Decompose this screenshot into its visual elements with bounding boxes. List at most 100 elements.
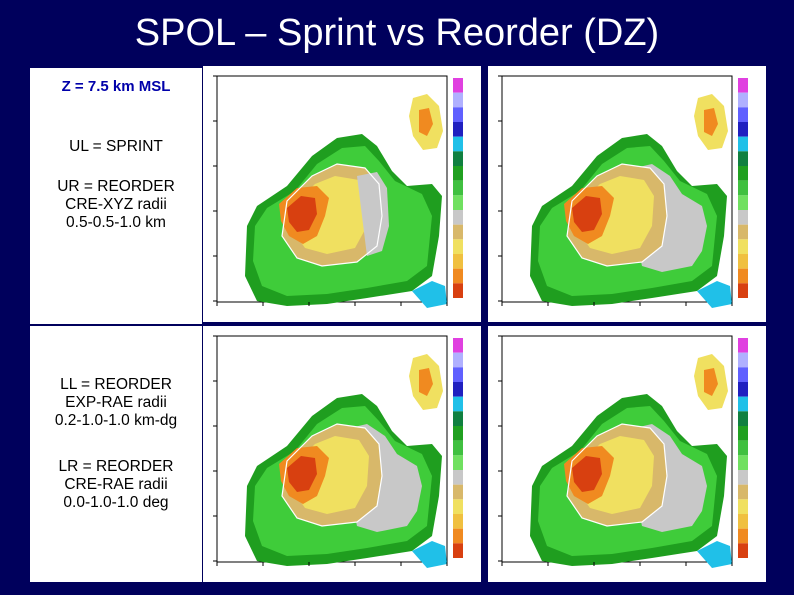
echo-cyan-fringe [697, 541, 732, 568]
echo-grey [357, 172, 389, 256]
colorbar-swatch [453, 367, 463, 382]
radar-plot-ll [203, 326, 481, 582]
colorbar-swatch [738, 92, 748, 108]
colorbar-swatch [738, 107, 748, 122]
colorbar-swatch [453, 78, 463, 93]
colorbar-swatch [453, 122, 463, 137]
colorbar-swatch [453, 499, 463, 514]
colorbar-swatch [453, 352, 463, 368]
colorbar-swatch [453, 543, 463, 558]
ul-note: UL = SPRINT [69, 138, 163, 155]
echo-ne-core [419, 368, 433, 396]
colorbar-swatch [738, 514, 748, 529]
colorbar-swatch [453, 180, 463, 196]
colorbar-swatch [453, 411, 463, 426]
colorbar-swatch [453, 166, 463, 181]
colorbar-swatch [738, 338, 748, 353]
lr-note-line1: LR = REORDER [58, 458, 174, 475]
colorbar-swatch [738, 78, 748, 93]
colorbar-swatch [738, 166, 748, 181]
radar-panel-ul [203, 66, 481, 322]
ll-note-line3: 0.2-1.0-1.0 km-dg [54, 412, 178, 429]
colorbar-swatch [453, 92, 463, 108]
radar-panel-ll [203, 326, 481, 582]
echo-layers [530, 94, 732, 308]
contour-outline [566, 163, 668, 267]
notes-panel-bottom: LL = REORDER EXP-RAE radii 0.2-1.0-1.0 k… [30, 326, 202, 582]
colorbar-swatch [738, 543, 748, 558]
echo-cyan-fringe [412, 281, 447, 308]
colorbar-swatch [453, 338, 463, 353]
echo-red [572, 456, 602, 492]
ll-note-line2: EXP-RAE radii [65, 394, 167, 411]
colorbar-swatch [453, 283, 463, 298]
radar-plot-ur [488, 66, 766, 322]
ur-note-line1: UR = REORDER [57, 178, 175, 195]
z-level-label: Z = 7.5 km MSL [61, 78, 171, 95]
colorbar-swatch [453, 210, 463, 225]
colorbar-swatch [738, 268, 748, 284]
contour-outline [566, 423, 668, 527]
colorbar-swatch [453, 195, 463, 210]
radar-panel-ur [488, 66, 766, 322]
colorbar-swatch [453, 107, 463, 122]
echo-ne-core [419, 108, 433, 136]
echo-red [287, 456, 317, 492]
echo-cyan-fringe [697, 281, 732, 308]
colorbar-swatch [453, 254, 463, 269]
echo-layers [245, 354, 447, 568]
contour-outline [281, 423, 383, 527]
echo-layers [245, 94, 447, 308]
colorbar-swatch [453, 484, 463, 500]
colorbar-swatch [738, 484, 748, 500]
echo-ne-core [704, 368, 718, 396]
colorbar-swatch [453, 396, 463, 412]
echo-red [572, 196, 602, 232]
colorbar-swatch [738, 180, 748, 196]
colorbar-swatch [453, 382, 463, 397]
notes-panel-top: Z = 7.5 km MSL UL = SPRINT UR = REORDER … [30, 68, 202, 324]
colorbar-swatch [738, 122, 748, 137]
echo-red [287, 196, 317, 232]
colorbar-swatch [453, 239, 463, 254]
colorbar-swatch [453, 151, 463, 166]
colorbar-swatch [738, 254, 748, 269]
ur-note-line3: 0.5-0.5-1.0 km [66, 214, 166, 231]
colorbar-swatch [738, 283, 748, 298]
colorbar-swatch [738, 239, 748, 254]
slide-title: SPOL – Sprint vs Reorder (DZ) [134, 12, 660, 54]
colorbar-swatch [453, 224, 463, 240]
colorbar-swatch [738, 352, 748, 368]
colorbar-swatch [738, 136, 748, 152]
colorbar-swatch [738, 396, 748, 412]
radar-plot-ul [203, 66, 481, 322]
colorbar-swatch [738, 367, 748, 382]
lr-note-line3: 0.0-1.0-1.0 deg [63, 494, 169, 511]
colorbar-swatch [453, 514, 463, 529]
radar-plot-lr [488, 326, 766, 582]
echo-layers [530, 354, 732, 568]
colorbar-swatch [738, 195, 748, 210]
radar-panel-lr [488, 326, 766, 582]
colorbar-swatch [453, 455, 463, 470]
colorbar-swatch [738, 210, 748, 225]
colorbar-swatch [738, 411, 748, 426]
echo-cyan-fringe [412, 541, 447, 568]
colorbar-swatch [738, 528, 748, 544]
lr-note-line2: CRE-RAE radii [64, 476, 168, 493]
ur-note-line2: CRE-XYZ radii [65, 196, 167, 213]
colorbar-swatch [738, 426, 748, 441]
colorbar-swatch [453, 426, 463, 441]
colorbar-swatch [738, 440, 748, 456]
colorbar-swatch [738, 382, 748, 397]
colorbar-swatch [453, 440, 463, 456]
colorbar-swatch [738, 151, 748, 166]
colorbar-swatch [453, 136, 463, 152]
contour-outline [281, 163, 383, 267]
colorbar-swatch [738, 470, 748, 485]
colorbar-swatch [738, 455, 748, 470]
ll-note-line1: LL = REORDER [60, 376, 172, 393]
colorbar-swatch [453, 470, 463, 485]
colorbar-swatch [738, 499, 748, 514]
colorbar-swatch [453, 268, 463, 284]
